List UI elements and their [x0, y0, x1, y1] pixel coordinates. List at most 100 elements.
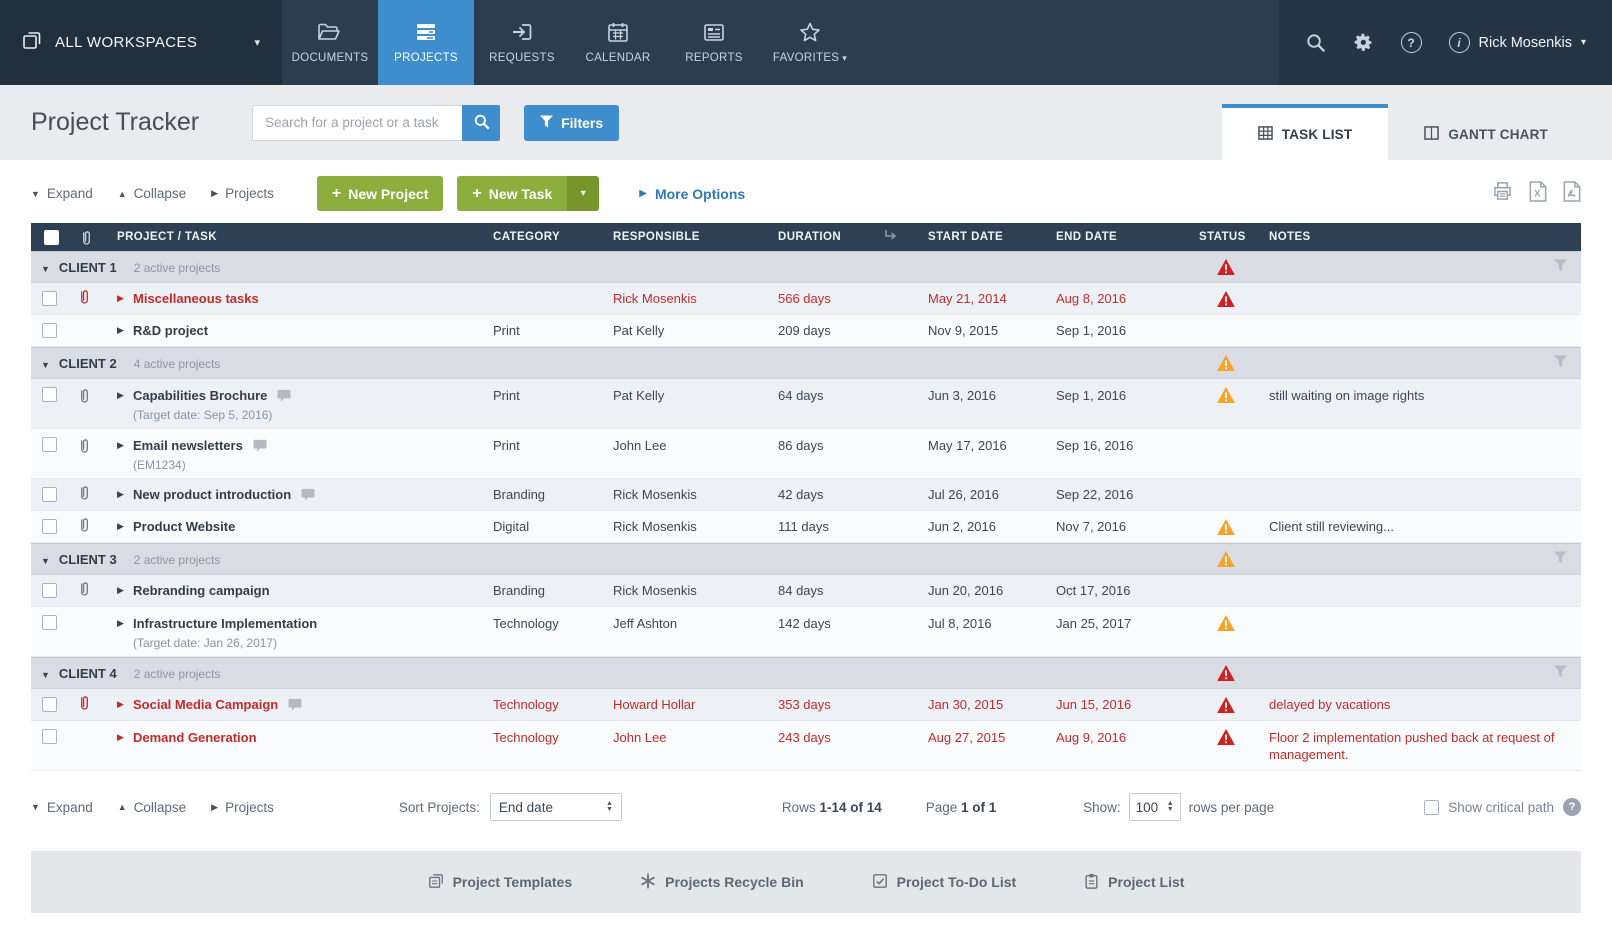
row-checkbox[interactable] [42, 519, 57, 534]
tab-gantt-chart[interactable]: GANTT CHART [1388, 108, 1584, 160]
project-todo-list-link[interactable]: Project To-Do List [872, 873, 1017, 892]
row-checkbox[interactable] [42, 437, 57, 452]
critical-path-checkbox[interactable] [1424, 800, 1439, 815]
col-project-task[interactable]: PROJECT / TASK [101, 231, 489, 243]
col-category[interactable]: CATEGORY [489, 231, 609, 243]
row-checkbox[interactable] [42, 615, 57, 630]
task-name[interactable]: Social Media Campaign [133, 696, 278, 713]
expand-all-link[interactable]: ▼Expand [31, 800, 93, 815]
task-name[interactable]: R&D project [133, 322, 208, 339]
expand-task-icon[interactable]: ▶ [117, 437, 128, 454]
row-checkbox[interactable] [42, 487, 57, 502]
comment-icon[interactable] [301, 488, 315, 501]
projects-recycle-bin-link[interactable]: Projects Recycle Bin [640, 873, 804, 892]
group-filter-icon[interactable] [1554, 355, 1567, 371]
project-list-link[interactable]: Project List [1084, 873, 1184, 892]
expand-task-icon[interactable]: ▶ [117, 582, 128, 599]
comment-icon[interactable] [288, 698, 302, 711]
task-name[interactable]: New product introduction [133, 486, 291, 503]
export-excel-icon[interactable]: X [1529, 181, 1547, 207]
client-group-row[interactable]: ▼ CLIENT 4 2 active projects [31, 657, 1581, 689]
expand-task-icon[interactable]: ▶ [117, 387, 128, 404]
project-templates-link[interactable]: Project Templates [428, 873, 573, 892]
col-responsible[interactable]: RESPONSIBLE [609, 231, 774, 243]
task-name[interactable]: Demand Generation [133, 729, 257, 746]
expand-task-icon[interactable]: ▶ [117, 290, 128, 307]
client-group-row[interactable]: ▼ CLIENT 3 2 active projects [31, 543, 1581, 575]
client-group-row[interactable]: ▼ CLIENT 1 2 active projects [31, 251, 1581, 283]
comment-icon[interactable] [253, 439, 267, 452]
task-name[interactable]: Email newsletters [133, 437, 243, 454]
col-duration[interactable]: DURATION [774, 229, 924, 245]
rows-per-page-input[interactable]: 100 ▲▼ [1129, 793, 1181, 821]
stepper-icon[interactable]: ▲▼ [1167, 801, 1174, 813]
nav-item-documents[interactable]: DOCUMENTS [282, 0, 378, 85]
sort-projects-select[interactable]: End date ▲▼ [490, 793, 622, 821]
collapse-group-icon[interactable]: ▼ [41, 670, 50, 680]
nav-item-projects[interactable]: PROJECTS [378, 0, 474, 85]
task-name[interactable]: Infrastructure Implementation [133, 615, 317, 632]
expand-task-icon[interactable]: ▶ [117, 486, 128, 503]
col-notes[interactable]: NOTES [1265, 231, 1581, 243]
collapse-group-icon[interactable]: ▼ [41, 360, 50, 370]
task-name[interactable]: Capabilities Brochure [133, 387, 267, 404]
more-options-link[interactable]: ▶More Options [639, 186, 745, 202]
expand-task-icon[interactable]: ▶ [117, 322, 128, 339]
group-filter-icon[interactable] [1554, 259, 1567, 275]
expand-all-link[interactable]: ▼Expand [31, 186, 93, 201]
nav-item-requests[interactable]: REQUESTS [474, 0, 570, 85]
row-checkbox[interactable] [42, 387, 57, 402]
task-name[interactable]: Miscellaneous tasks [133, 290, 259, 307]
row-checkbox[interactable] [42, 291, 57, 306]
task-row[interactable]: ▶ Email newsletters (EM1234) Print John … [31, 429, 1581, 479]
task-row[interactable]: ▶ R&D project Print Pat Kelly 209 days N… [31, 315, 1581, 347]
col-end-date[interactable]: END DATE [1052, 231, 1187, 243]
row-checkbox[interactable] [42, 729, 57, 744]
comment-icon[interactable] [277, 389, 291, 402]
row-checkbox[interactable] [42, 583, 57, 598]
expand-task-icon[interactable]: ▶ [117, 518, 128, 535]
collapse-group-icon[interactable]: ▼ [41, 264, 50, 274]
group-filter-icon[interactable] [1554, 665, 1567, 681]
new-task-button[interactable]: +New Task [457, 176, 567, 211]
task-row[interactable]: ▶ Demand Generation Technology John Lee … [31, 721, 1581, 771]
projects-level-link[interactable]: ▶Projects [211, 186, 274, 201]
col-status[interactable]: STATUS [1187, 231, 1265, 243]
filters-button[interactable]: Filters [524, 105, 619, 141]
nav-item-calendar[interactable]: CALENDAR [570, 0, 666, 85]
new-task-dropdown-button[interactable]: ▾ [567, 176, 599, 211]
task-name[interactable]: Rebranding campaign [133, 582, 270, 599]
print-icon[interactable] [1492, 181, 1513, 206]
task-row[interactable]: ▶ New product introduction Branding Rick… [31, 479, 1581, 511]
gear-icon[interactable] [1353, 32, 1374, 53]
collapse-group-icon[interactable]: ▼ [41, 556, 50, 566]
task-name[interactable]: Product Website [133, 518, 235, 535]
tab-task-list[interactable]: TASK LIST [1222, 104, 1389, 160]
export-pdf-icon[interactable] [1563, 181, 1581, 207]
task-row[interactable]: ▶ Rebranding campaign Branding Rick Mose… [31, 575, 1581, 607]
row-checkbox[interactable] [42, 323, 57, 338]
expand-task-icon[interactable]: ▶ [117, 615, 128, 632]
search-button[interactable] [462, 105, 500, 141]
help-icon[interactable]: ? [1563, 798, 1581, 816]
expand-task-icon[interactable]: ▶ [117, 696, 128, 713]
col-start-date[interactable]: START DATE [924, 231, 1052, 243]
task-row[interactable]: ▶ Miscellaneous tasks Rick Mosenkis 566 … [31, 283, 1581, 315]
client-group-row[interactable]: ▼ CLIENT 2 4 active projects [31, 347, 1581, 379]
search-input[interactable] [252, 105, 462, 141]
workspace-selector[interactable]: ALL WORKSPACES ▾ [0, 0, 282, 85]
task-row[interactable]: ▶ Social Media Campaign Technology Howar… [31, 689, 1581, 721]
help-icon[interactable]: ? [1401, 32, 1422, 53]
collapse-all-link[interactable]: ▲Collapse [118, 800, 186, 815]
nav-item-reports[interactable]: REPORTS [666, 0, 762, 85]
new-project-button[interactable]: +New Project [317, 176, 443, 211]
task-row[interactable]: ▶ Product Website Digital Rick Mosenkis … [31, 511, 1581, 543]
nav-item-favorites[interactable]: FAVORITES▾ [762, 0, 858, 85]
row-checkbox[interactable] [42, 697, 57, 712]
collapse-all-link[interactable]: ▲Collapse [118, 186, 186, 201]
expand-task-icon[interactable]: ▶ [117, 729, 128, 746]
task-row[interactable]: ▶ Infrastructure Implementation (Target … [31, 607, 1581, 657]
user-menu[interactable]: i Rick Mosenkis ▾ [1449, 32, 1587, 53]
task-row[interactable]: ▶ Capabilities Brochure (Target date: Se… [31, 379, 1581, 429]
search-icon[interactable] [1305, 32, 1326, 53]
